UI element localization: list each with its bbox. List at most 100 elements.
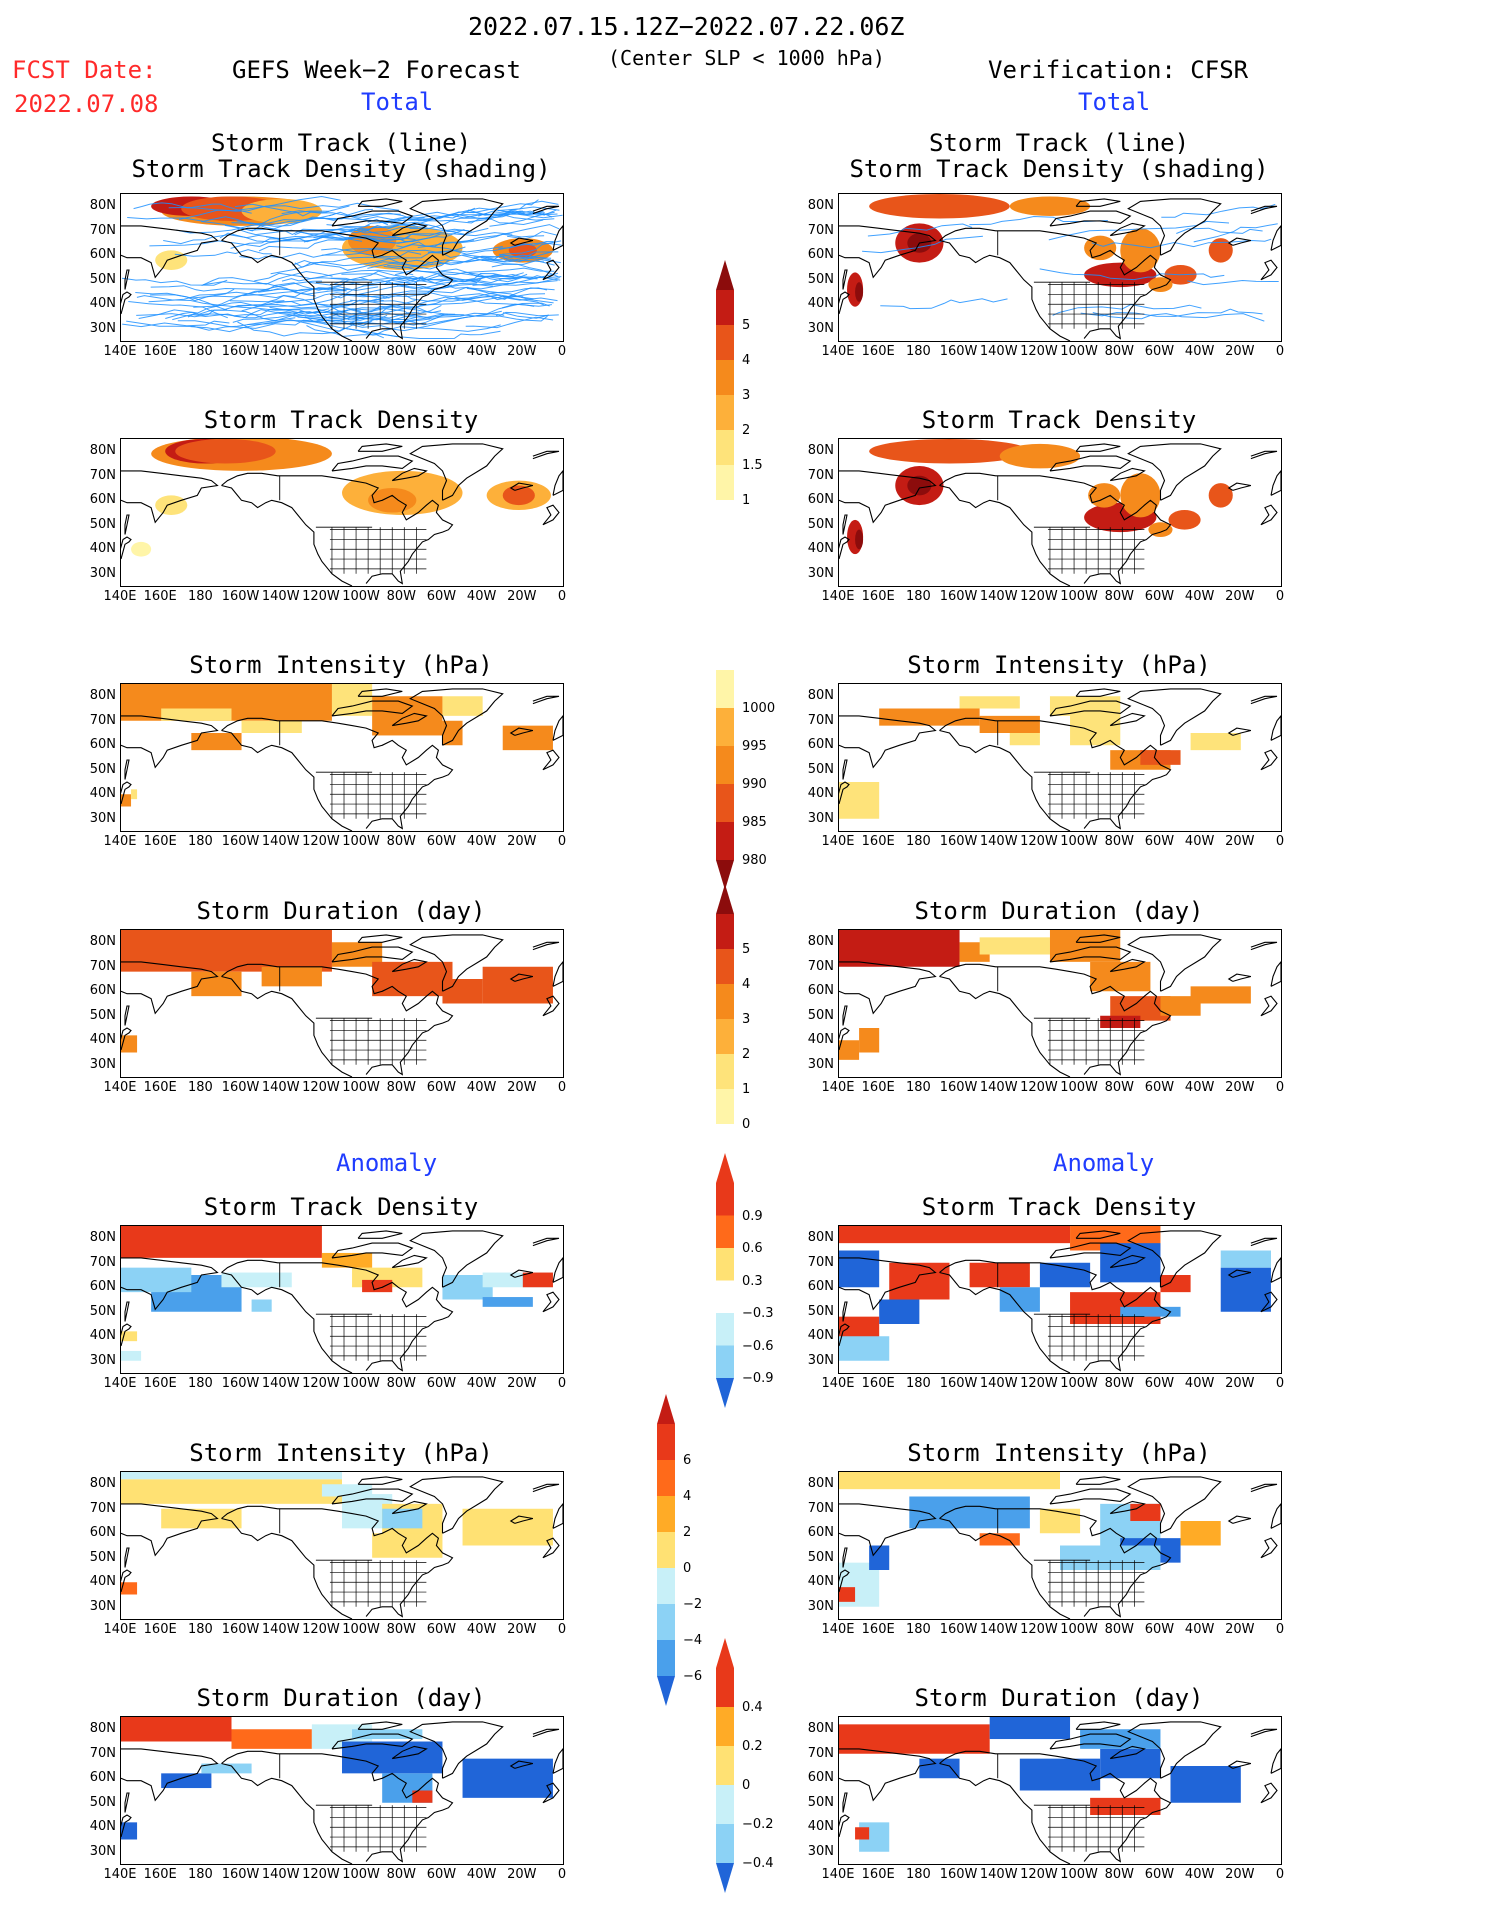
lon-label: 140E bbox=[821, 1622, 855, 1637]
density-blob bbox=[1148, 522, 1173, 537]
lat-label: 30N bbox=[89, 565, 116, 581]
colorbar-intensity-label: 985 bbox=[742, 815, 767, 830]
lat-label: 60N bbox=[89, 492, 116, 508]
panel-title-r1: Storm Track (line) bbox=[928, 129, 1190, 157]
coastline bbox=[839, 291, 850, 315]
density-blob bbox=[999, 443, 1081, 469]
lat-label: 30N bbox=[807, 320, 834, 336]
lat-label: 70N bbox=[89, 222, 116, 238]
coastline bbox=[1260, 1782, 1278, 1804]
coastline bbox=[842, 759, 848, 780]
field-cell bbox=[261, 966, 322, 987]
coastline bbox=[842, 1301, 848, 1322]
colorbar-density-anom-label: −0.3 bbox=[742, 1306, 774, 1321]
coastline bbox=[221, 1259, 454, 1372]
lat-label: 30N bbox=[807, 1352, 834, 1368]
lon-label: 40W bbox=[1184, 1867, 1215, 1882]
colorbar-density-label: 5 bbox=[742, 318, 751, 333]
lon-label: 140E bbox=[821, 1080, 855, 1095]
map-panel-r6 bbox=[838, 1471, 1282, 1620]
coastline bbox=[331, 700, 414, 717]
coastline bbox=[221, 472, 454, 585]
panel-title-r3: Storm Intensity (hPa) bbox=[907, 651, 1211, 679]
coastline bbox=[939, 963, 1172, 1076]
lon-label: 40W bbox=[1184, 344, 1215, 359]
lon-label: 120W bbox=[302, 834, 340, 849]
panel-subtitle-l1: Storm Track Density (shading) bbox=[131, 155, 551, 183]
panel-title-r6: Storm Intensity (hPa) bbox=[907, 1439, 1211, 1467]
lat-label: 30N bbox=[89, 1843, 116, 1859]
colorbar-intensity-anom-label: 6 bbox=[683, 1453, 692, 1468]
panel-title-r5: Storm Track Density bbox=[921, 1193, 1197, 1221]
colorbar-density-label: 4 bbox=[742, 353, 751, 368]
map-panel-r7 bbox=[838, 1716, 1282, 1865]
coastline bbox=[121, 1748, 219, 1802]
coastline bbox=[1049, 210, 1132, 227]
lon-label: 160E bbox=[861, 1622, 895, 1637]
colorbar-density-label: 2 bbox=[742, 423, 751, 438]
lon-label: 180 bbox=[187, 1376, 213, 1391]
lon-label: 80W bbox=[1104, 1867, 1134, 1882]
lon-label: 180 bbox=[905, 834, 931, 849]
field-cell bbox=[1090, 1797, 1161, 1815]
lon-label: 80W bbox=[386, 589, 416, 604]
lon-label: 120W bbox=[302, 589, 340, 604]
map-panel-r1 bbox=[838, 193, 1282, 342]
coastline bbox=[1109, 222, 1146, 237]
colorbar-density-label: 3 bbox=[742, 388, 751, 403]
coastline bbox=[1250, 695, 1278, 705]
field-cell bbox=[372, 961, 453, 997]
colorbar-intensity-anom-label: 4 bbox=[683, 1489, 692, 1504]
density-blob bbox=[869, 194, 1010, 219]
lon-label: 60W bbox=[1144, 1376, 1175, 1391]
coastline bbox=[939, 1505, 1172, 1618]
coastline bbox=[331, 946, 414, 963]
lon-label: 60W bbox=[426, 1376, 457, 1391]
lon-label: 160E bbox=[143, 1867, 177, 1882]
lon-label: 0 bbox=[1275, 834, 1285, 849]
field-cell bbox=[462, 1508, 553, 1546]
lat-label: 60N bbox=[807, 247, 834, 263]
lat-label: 40N bbox=[89, 1328, 116, 1344]
lon-label: 160W bbox=[939, 1622, 978, 1637]
lon-label: 80W bbox=[386, 1376, 416, 1391]
field-cell bbox=[839, 1472, 1060, 1490]
lat-label: 70N bbox=[807, 1500, 834, 1516]
left-anomaly-label: Anomaly bbox=[336, 1149, 438, 1177]
lon-label: 160W bbox=[221, 1376, 260, 1391]
coastline bbox=[409, 1721, 504, 1779]
coastline bbox=[121, 225, 219, 279]
lat-label: 30N bbox=[89, 1598, 116, 1614]
coastline bbox=[1260, 504, 1278, 526]
coastline bbox=[221, 227, 454, 340]
coastline bbox=[121, 781, 132, 805]
coastline bbox=[124, 1301, 130, 1322]
lat-label: 80N bbox=[89, 1721, 116, 1737]
lon-label: 180 bbox=[187, 1867, 213, 1882]
lon-label: 20W bbox=[507, 834, 537, 849]
colorbar-intensity-label: 980 bbox=[742, 853, 767, 868]
lon-label: 180 bbox=[905, 1867, 931, 1882]
lat-label: 40N bbox=[807, 1328, 834, 1344]
lon-label: 180 bbox=[905, 1622, 931, 1637]
lon-label: 80W bbox=[386, 1867, 416, 1882]
coastline bbox=[552, 470, 563, 496]
panel-title-l2: Storm Track Density bbox=[203, 406, 479, 434]
lon-label: 20W bbox=[507, 589, 537, 604]
coastline bbox=[839, 715, 937, 769]
lon-label: 40W bbox=[1184, 1376, 1215, 1391]
coastline bbox=[542, 995, 560, 1017]
coastline bbox=[939, 239, 1071, 341]
lat-label: 80N bbox=[807, 443, 834, 459]
coastline bbox=[221, 717, 454, 830]
map-svg-r5 bbox=[839, 1226, 1281, 1373]
coastline bbox=[221, 1750, 454, 1863]
coastline bbox=[1250, 1237, 1278, 1247]
field-cell bbox=[231, 1729, 312, 1749]
lat-label: 50N bbox=[89, 271, 116, 287]
field-cell bbox=[522, 1272, 553, 1288]
lon-label: 60W bbox=[426, 1622, 457, 1637]
coastline bbox=[331, 1242, 414, 1259]
coastline bbox=[357, 1476, 403, 1485]
lon-label: 180 bbox=[187, 344, 213, 359]
